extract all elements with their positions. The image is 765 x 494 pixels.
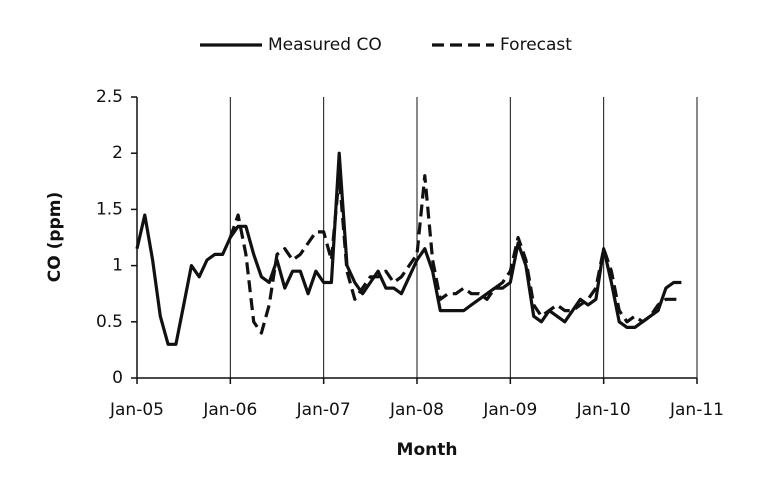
x-axis-title: Month — [397, 440, 458, 460]
y-tick-label: 0 — [112, 368, 123, 388]
y-tick-label: 0.5 — [96, 312, 123, 332]
x-tick-label: Jan-07 — [296, 400, 351, 420]
y-tick-label: 2.5 — [96, 87, 123, 107]
legend-label: Forecast — [500, 35, 572, 55]
x-tick-label: Jan-08 — [389, 400, 444, 420]
y-tick-label: 1.5 — [96, 199, 123, 219]
chart: CO (ppm) Month 0 0.5 1 1.5 2 2.5 Jan-05 Jan-06 J… — [0, 0, 765, 494]
y-tick-label: 2 — [112, 143, 123, 163]
x-tick-label: Jan-05 — [109, 400, 164, 420]
x-tick-label: Jan-06 — [202, 400, 257, 420]
y-tick-label: 1 — [112, 256, 123, 276]
series-line — [137, 153, 681, 344]
x-tick-label: Jan-09 — [482, 400, 537, 420]
x-tick-label: Jan-11 — [669, 400, 724, 420]
legend-label: Measured CO — [268, 35, 382, 55]
x-tick-label: Jan-10 — [576, 400, 631, 420]
y-axis-title: CO (ppm) — [45, 192, 65, 282]
